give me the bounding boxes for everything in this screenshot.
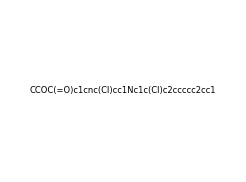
Text: CCOC(=O)c1cnc(Cl)cc1Nc1c(Cl)c2ccccc2cc1: CCOC(=O)c1cnc(Cl)cc1Nc1c(Cl)c2ccccc2cc1 [30, 86, 216, 96]
